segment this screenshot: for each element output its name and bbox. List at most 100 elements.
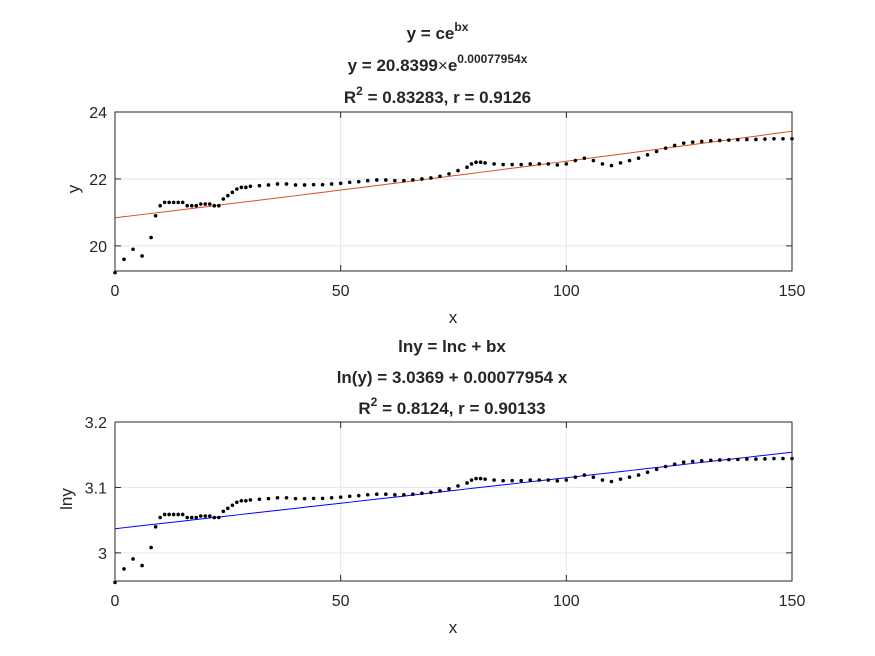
data-point (772, 456, 776, 461)
data-point (690, 459, 695, 464)
data-point (546, 478, 551, 482)
data-point (140, 563, 144, 568)
data-point (654, 467, 659, 472)
data-point (492, 478, 496, 482)
data-point (699, 139, 704, 144)
bottom-x-axis-label: x (449, 618, 458, 637)
data-point (189, 515, 194, 520)
data-point (645, 470, 650, 475)
data-point (591, 475, 596, 479)
axes-box (114, 421, 793, 582)
data-point (528, 478, 533, 482)
data-point (681, 141, 686, 145)
data-point (438, 174, 442, 179)
top-title-line-1-base: y = ce (407, 24, 455, 43)
data-point (754, 457, 758, 461)
data-point (411, 492, 415, 496)
data-point (226, 506, 230, 511)
data-point (221, 197, 226, 201)
data-point (189, 203, 194, 208)
data-point (320, 496, 325, 501)
data-point (582, 473, 587, 477)
data-point (365, 178, 370, 183)
data-point (266, 496, 271, 501)
data-point (217, 515, 221, 520)
data-point (528, 162, 533, 166)
data-point (257, 183, 262, 188)
bottom-axes: 0 50 100 150 3 3.1 3.2 x lny (57, 415, 805, 637)
data-point (212, 515, 217, 520)
data-point (153, 525, 158, 529)
top-title-line-3-exponent: 2 (356, 84, 363, 98)
data-point (483, 161, 487, 165)
data-point (654, 149, 659, 154)
data-point (501, 478, 505, 483)
data-point (230, 503, 235, 508)
data-point (763, 137, 767, 141)
data-point (672, 143, 677, 148)
data-point (690, 140, 695, 144)
data-point (257, 497, 262, 502)
data-point (311, 182, 316, 187)
data-point (510, 162, 514, 167)
x-tick-label: 0 (111, 283, 120, 300)
data-point (149, 545, 153, 550)
top-title-line-2-exponent: 0.00077954x (457, 52, 527, 66)
data-point (180, 200, 185, 205)
data-point (158, 203, 162, 208)
bottom-fit-line-group (114, 451, 793, 530)
data-point (185, 203, 190, 208)
data-point (171, 512, 176, 517)
data-point (501, 162, 505, 167)
data-point (393, 492, 397, 497)
data-point (736, 137, 740, 142)
y-tick-label: 3 (98, 546, 107, 563)
data-point (456, 168, 460, 173)
data-point (478, 160, 483, 165)
data-point (149, 235, 153, 240)
data-point (207, 202, 212, 206)
data-point (781, 136, 785, 141)
data-point (153, 213, 158, 218)
data-point (429, 490, 433, 495)
data-point (582, 156, 587, 160)
y-tick-label: 20 (89, 239, 107, 256)
data-point (302, 183, 307, 187)
data-point (347, 180, 352, 185)
data-point (727, 457, 731, 462)
data-point (564, 478, 569, 482)
top-tick-labels: 0 50 100 150 20 22 24 (89, 105, 805, 300)
data-point (356, 179, 361, 184)
bottom-y-axis-label: lny (57, 488, 76, 510)
x-tick-label: 150 (779, 593, 806, 610)
data-point (248, 184, 253, 189)
data-point (167, 512, 171, 517)
data-point (198, 202, 203, 206)
data-point (230, 190, 235, 195)
bottom-title-line-2: ln(y) = 3.0369 + 0.00077954 x (337, 368, 568, 387)
data-point (627, 475, 632, 479)
data-point (591, 158, 596, 163)
data-point (708, 458, 713, 463)
data-point (162, 512, 167, 517)
data-point (131, 247, 135, 252)
data-point (763, 457, 767, 461)
data-point (438, 489, 442, 493)
data-point (474, 476, 478, 481)
data-point (736, 457, 740, 462)
data-point (727, 138, 731, 142)
top-chart-title: y = cebx y = 20.8399×e0.00077954x R2 = 0… (344, 20, 531, 107)
data-point (171, 200, 176, 205)
data-point (672, 462, 677, 467)
top-axes-frame (114, 111, 793, 272)
data-point (217, 203, 221, 208)
data-point (469, 162, 474, 166)
data-point (374, 178, 379, 182)
x-tick-label: 150 (779, 283, 806, 300)
data-point (194, 515, 199, 520)
top-title-line-2-times: × (438, 56, 448, 75)
data-point (663, 464, 668, 469)
data-point (745, 137, 749, 142)
y-tick-label: 3.2 (85, 415, 107, 432)
top-title-line-3: R2 = 0.83283, r = 0.9126 (344, 84, 531, 107)
